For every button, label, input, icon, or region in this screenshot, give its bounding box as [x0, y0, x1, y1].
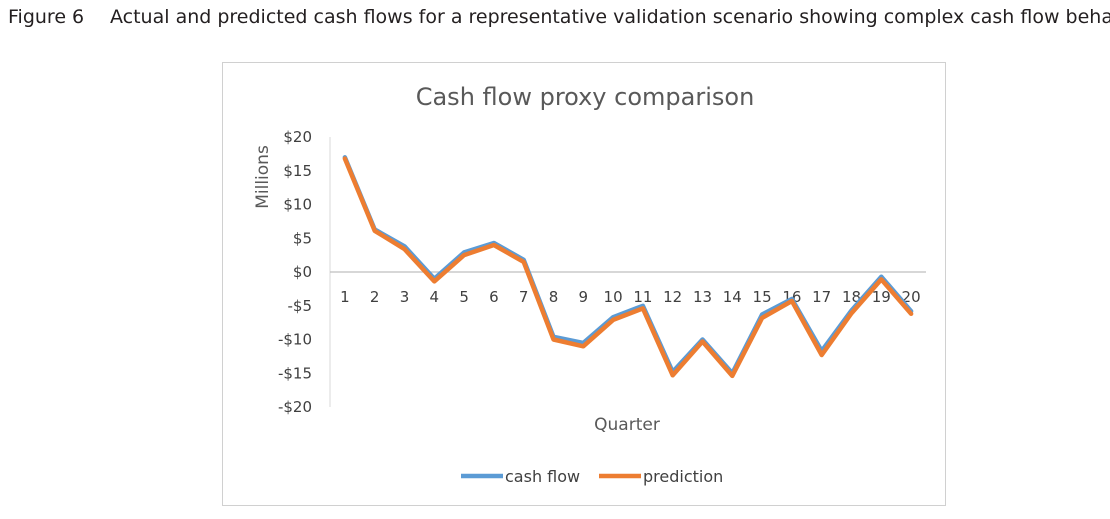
y-tick-label: -$10 — [278, 331, 312, 349]
y-axis-title: Millions — [253, 145, 273, 209]
figure-caption-text: Actual and predicted cash flows for a re… — [110, 6, 1110, 28]
y-axis: $20 $15 $10 $5 $0 -$5 -$10 -$15 -$20 — [278, 128, 331, 416]
y-tick-label: $0 — [293, 263, 312, 281]
x-tick-label: 5 — [459, 288, 469, 306]
series-line-cash-flow — [342, 155, 914, 376]
chart-title: Cash flow proxy comparison — [416, 83, 755, 111]
series-line-prediction — [342, 156, 914, 379]
x-tick-label: 3 — [400, 288, 410, 306]
y-tick-label: $20 — [283, 128, 312, 146]
figure-label: Figure 6 — [8, 6, 85, 28]
x-tick-label: 2 — [370, 288, 380, 306]
x-tick-label: 18 — [842, 288, 861, 306]
y-tick-label: $15 — [283, 162, 312, 180]
x-tick-label: 13 — [693, 288, 712, 306]
series-layer — [342, 155, 914, 379]
x-tick-label: 4 — [430, 288, 440, 306]
x-tick-label: 10 — [604, 288, 623, 306]
y-tick-label: -$20 — [278, 398, 312, 416]
x-tick-label: 20 — [902, 288, 921, 306]
x-tick-label: 15 — [753, 288, 772, 306]
chart-frame: Cash flow proxy comparison Millions Quar… — [222, 62, 946, 506]
y-tick-label: $5 — [293, 229, 312, 247]
x-tick-label: 14 — [723, 288, 742, 306]
legend: cash flow prediction — [461, 467, 723, 486]
figure-caption: Figure 6 Actual and predicted cash flows … — [8, 6, 1110, 28]
x-axis-title: Quarter — [594, 415, 660, 435]
x-tick-label: 7 — [519, 288, 529, 306]
x-tick-label: 19 — [872, 288, 891, 306]
x-tick-label: 17 — [812, 288, 831, 306]
legend-label: prediction — [643, 467, 723, 486]
x-tick-label: 12 — [663, 288, 682, 306]
x-axis: 1 2 3 4 5 6 7 8 9 10 11 12 13 14 15 16 17 18 19 20 — [330, 271, 926, 306]
x-tick-label: 8 — [549, 288, 559, 306]
x-tick-label: 6 — [489, 288, 499, 306]
x-tick-label: 1 — [340, 288, 350, 306]
line-chart: Cash flow proxy comparison Millions Quar… — [253, 83, 926, 486]
x-tick-label: 9 — [579, 288, 589, 306]
legend-label: cash flow — [505, 467, 580, 486]
y-tick-label: $10 — [283, 196, 312, 214]
x-tick-label: 11 — [633, 288, 652, 306]
y-tick-label: -$5 — [288, 297, 313, 315]
y-tick-label: -$15 — [278, 364, 312, 382]
